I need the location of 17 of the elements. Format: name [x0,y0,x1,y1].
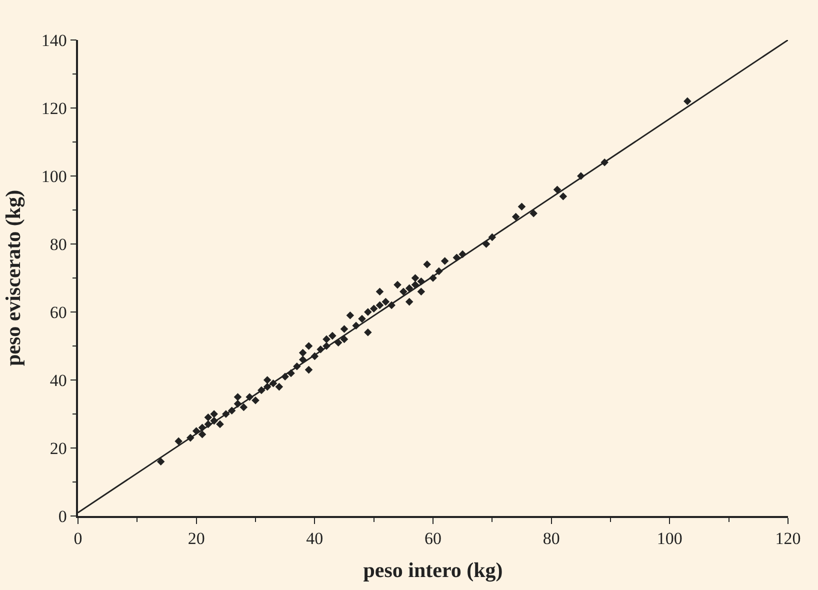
y-tick-label: 140 [41,30,67,50]
y-tick-label: 60 [50,302,67,322]
y-tick-label: 40 [50,370,67,390]
x-tick-label: 120 [775,529,801,548]
x-tick-label: 60 [424,529,442,548]
x-tick-label: 0 [74,529,82,548]
x-axis-title: peso intero (kg) [363,558,503,582]
x-tick-label: 20 [188,529,205,548]
y-tick-label: 100 [41,166,67,186]
y-tick-label: 20 [50,438,67,458]
y-tick-label: 120 [41,98,67,118]
y-tick-label: 80 [50,234,67,254]
x-tick-label: 100 [656,529,682,548]
x-tick-label: 40 [306,529,324,548]
y-axis-title: peso eviscerato (kg) [1,190,25,366]
y-tick-label: 0 [58,506,67,526]
x-tick-label: 80 [542,529,560,548]
